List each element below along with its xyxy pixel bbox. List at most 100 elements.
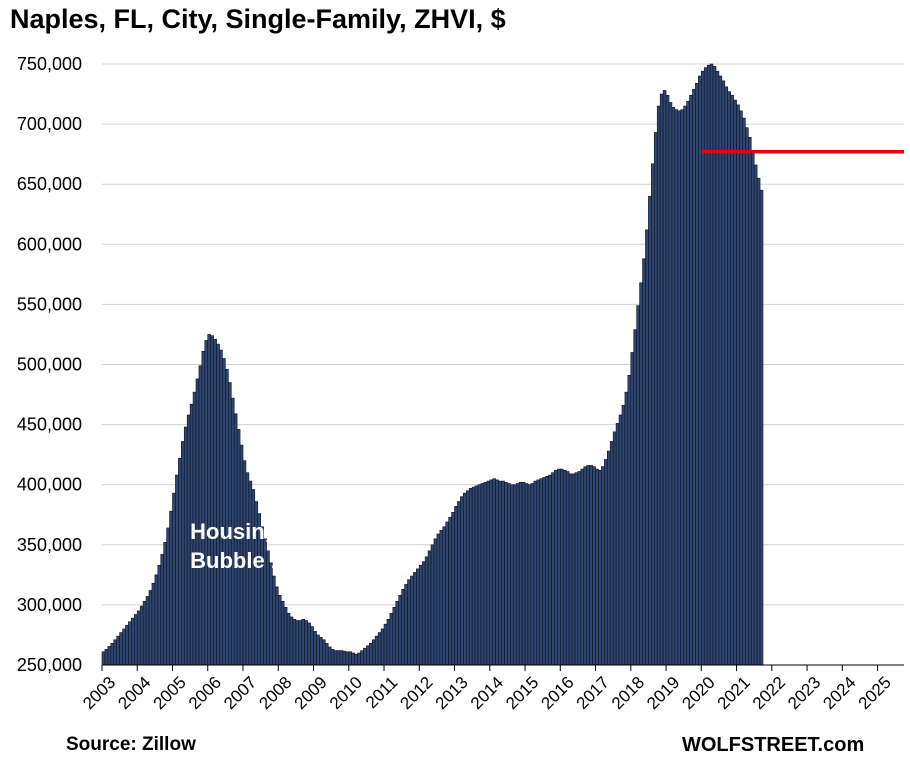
brand-credit: WOLFSTREET.com [682,734,865,756]
x-tick-label: 2006 [185,673,225,713]
bar [551,472,555,666]
bar [565,471,570,666]
x-tick-label: 2025 [855,673,895,713]
y-tick-label: 750,000 [17,54,82,74]
chart-title: Naples, FL, City, Single-Family, ZHVI, $ [10,4,506,34]
annotations: Housing Bubble 1 Housing Bubble 2 [190,369,859,573]
bar [674,109,679,666]
bar [515,483,520,666]
bar [748,137,752,666]
bar [113,639,117,666]
bar [119,632,123,666]
bar [501,480,505,666]
x-tick-label: 2009 [291,673,331,713]
bar [275,586,279,666]
bar [395,600,400,666]
bar [545,475,549,666]
bar [562,469,567,666]
bar [160,554,164,666]
bar [204,340,209,666]
bar [686,100,690,666]
bar [336,650,341,666]
bar [366,645,370,666]
annotation-label: Housing [190,519,278,544]
bar [539,478,543,666]
bar [330,649,335,666]
bar [465,490,470,666]
bar [377,632,382,666]
bar [107,646,112,666]
bar [116,635,120,666]
y-tick-label: 700,000 [17,114,82,134]
bar [448,516,452,666]
bar [656,105,661,666]
bar [157,564,162,666]
bar [489,479,494,666]
annotation-label: Bubble 2 [766,398,859,423]
bar [706,64,711,666]
bar [736,104,740,666]
bar [633,329,637,666]
bar [742,117,746,666]
x-tick-label: 2010 [326,673,366,713]
bar [307,622,311,666]
bar [559,468,564,666]
bar [651,163,655,666]
bar [662,90,667,666]
bar [463,492,467,666]
bar [745,127,749,666]
y-tick-label: 500,000 [17,355,82,375]
bar [104,649,109,666]
bars [101,63,764,666]
x-tick-label: 2019 [643,673,683,713]
bar [401,588,405,666]
bar [313,631,317,666]
bar [201,350,206,666]
bar [598,469,602,666]
x-tick-label: 2004 [114,673,154,713]
bar [219,349,223,666]
bar [577,471,582,666]
bar [134,614,138,666]
bar [354,653,358,666]
bar [712,66,717,666]
bar [677,110,682,666]
bar [433,538,438,666]
x-axis: 2003200420052006200720082009201020112012… [79,664,904,713]
bar [715,70,720,666]
bar [139,605,144,666]
bar [439,530,444,666]
bar [154,574,159,666]
bar [248,480,253,666]
x-tick-label: 2017 [573,673,613,713]
x-tick-label: 2011 [362,673,401,712]
bar [392,607,397,666]
bar [142,600,147,666]
bar [445,521,449,666]
bar [413,572,417,666]
bar [574,472,579,666]
bar [527,484,532,666]
bar [471,486,476,666]
bar [468,488,473,666]
bar [671,106,676,666]
bar [427,550,432,666]
bar [733,99,737,666]
x-tick-label: 2024 [819,673,859,713]
bar [183,426,188,666]
bar [222,358,226,666]
bar [169,510,173,666]
bar [721,80,726,666]
bar [454,506,458,666]
bar [524,483,529,666]
x-tick-label: 2018 [608,673,648,713]
bar [151,582,156,666]
bar [145,596,150,666]
bar [304,620,308,666]
bar [210,335,214,666]
y-tick-label: 250,000 [17,655,82,675]
bar [369,643,373,666]
bar [389,613,394,666]
bar [136,610,141,666]
bar [695,82,699,666]
